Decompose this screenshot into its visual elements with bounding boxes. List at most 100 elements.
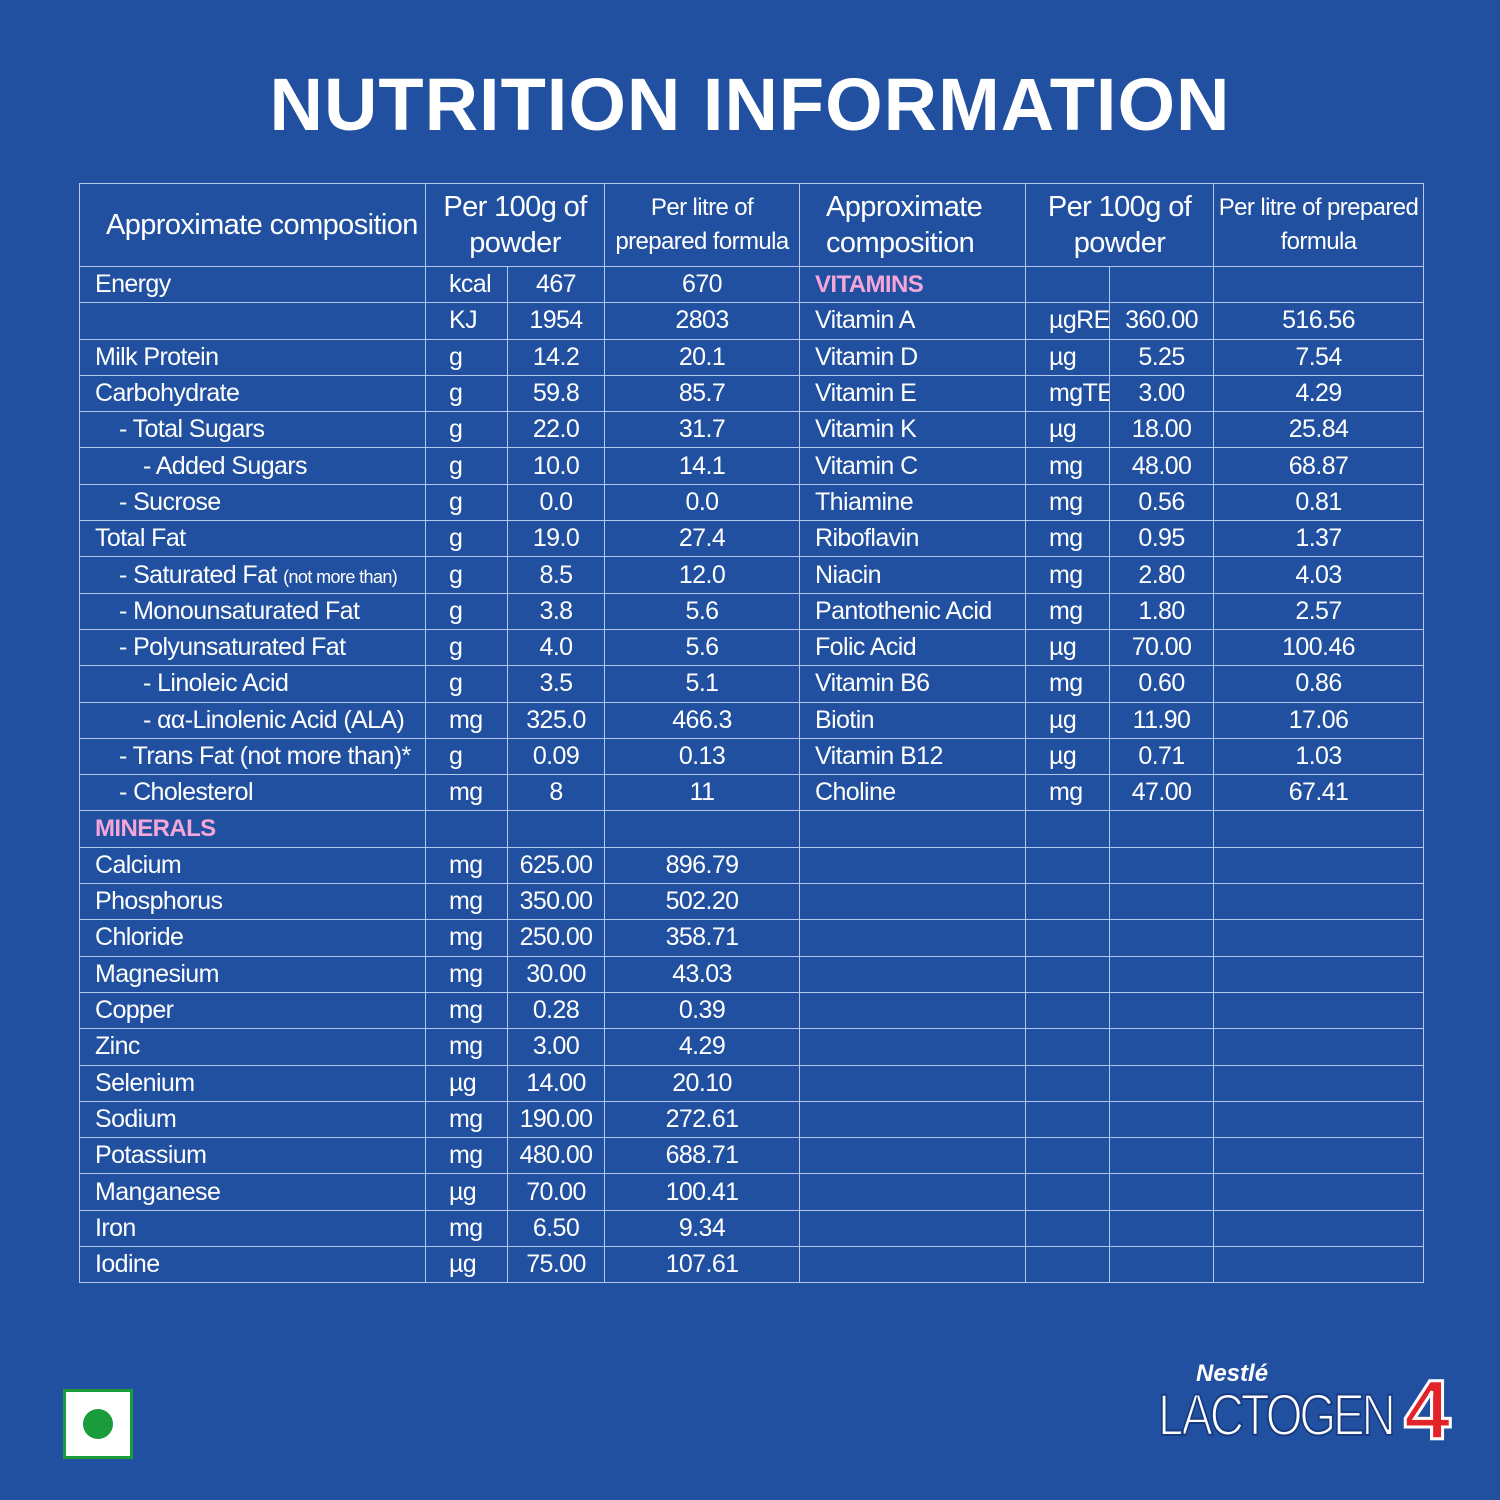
per-litre: 502.20 — [604, 883, 801, 921]
empty-cell — [1213, 1064, 1425, 1102]
nutrient-name: Choline — [799, 774, 1027, 812]
per-100g: 4.0 — [506, 628, 606, 667]
per-litre: 2.57 — [1213, 592, 1425, 630]
unit: g — [425, 520, 508, 558]
unit: µg — [1025, 411, 1111, 449]
per-100g: 59.8 — [506, 374, 606, 413]
empty-cell — [799, 1064, 1027, 1102]
per-100g: 18.00 — [1109, 411, 1215, 449]
per-litre: 1.37 — [1213, 520, 1425, 558]
per-litre: 466.3 — [604, 701, 801, 739]
nutrient-name: Chloride — [79, 919, 426, 957]
nutrient-name: Biotin — [799, 701, 1027, 739]
nutrient-name: Milk Protein — [79, 338, 426, 376]
nutrient-name: - Total Sugars — [79, 411, 426, 449]
per-litre: 107.61 — [604, 1246, 801, 1284]
per-litre: 2803 — [604, 302, 801, 340]
table-row: Selenium µg 14.00 20.10 — [79, 1064, 1425, 1102]
table-row: - Sucrose g 0.0 0.0 Thiamine mg 0.56 0.81 — [79, 483, 1425, 522]
unit: g — [425, 483, 508, 522]
empty-cell — [1213, 991, 1425, 1030]
empty-cell — [1025, 1246, 1111, 1284]
nutrient-name: Selenium — [79, 1064, 426, 1102]
unit: mg — [1025, 774, 1111, 812]
per-litre: 670 — [604, 265, 801, 304]
empty-cell — [1025, 265, 1111, 304]
unit: mg — [425, 883, 508, 921]
per-litre: 7.54 — [1213, 338, 1425, 376]
empty-cell — [1025, 1137, 1111, 1175]
nutrient-name: - Trans Fat (not more than)* — [79, 737, 426, 776]
per-100g: 0.71 — [1109, 737, 1215, 776]
table-row: - Saturated Fat (not more than) g 8.5 12.0 N… — [79, 556, 1425, 594]
unit: mg — [425, 701, 508, 739]
unit: mg — [425, 1028, 508, 1066]
per-100g: 250.00 — [506, 919, 606, 957]
empty-cell — [1109, 991, 1215, 1030]
empty-cell — [1109, 955, 1215, 993]
per-100g: 14.00 — [506, 1064, 606, 1102]
empty-cell — [1213, 919, 1425, 957]
empty-cell — [1109, 846, 1215, 885]
header-cell: Approximate composition — [79, 183, 426, 267]
table-row: - Linoleic Acid g 3.5 5.1 Vitamin B6 mg 0.60 0.… — [79, 665, 1425, 703]
unit: µg — [425, 1246, 508, 1284]
per-100g: 3.00 — [506, 1028, 606, 1066]
unit: mg — [1025, 520, 1111, 558]
per-litre: 358.71 — [604, 919, 801, 957]
per-litre: 0.13 — [604, 737, 801, 776]
per-litre: 0.0 — [604, 483, 801, 522]
nutrient-name: - Linoleic Acid — [79, 665, 426, 703]
empty-cell — [1213, 955, 1425, 993]
empty-cell — [1213, 883, 1425, 921]
empty-cell — [1213, 1100, 1425, 1139]
empty-cell — [1213, 846, 1425, 885]
per-litre: 0.81 — [1213, 483, 1425, 522]
per-100g: 3.5 — [506, 665, 606, 703]
per-100g: 2.80 — [1109, 556, 1215, 594]
nutrient-name: Riboflavin — [799, 520, 1027, 558]
nutrient-name — [79, 302, 426, 340]
empty-cell — [604, 810, 801, 848]
per-litre: 20.1 — [604, 338, 801, 376]
per-litre: 27.4 — [604, 520, 801, 558]
per-100g: 14.2 — [506, 338, 606, 376]
per-litre: 272.61 — [604, 1100, 801, 1139]
per-litre: 896.79 — [604, 846, 801, 885]
empty-cell — [1109, 1028, 1215, 1066]
nutrient-name: Iron — [79, 1209, 426, 1248]
empty-cell — [799, 1173, 1027, 1211]
empty-cell — [506, 810, 606, 848]
nutrient-name: Energy — [79, 265, 426, 304]
unit: g — [425, 411, 508, 449]
nutrient-name: - Monounsaturated Fat — [79, 592, 426, 630]
per-100g: 0.09 — [506, 737, 606, 776]
table-row: Potassium mg 480.00 688.71 — [79, 1137, 1425, 1175]
per-100g: 360.00 — [1109, 302, 1215, 340]
per-litre: 9.34 — [604, 1209, 801, 1248]
nutrient-name: Vitamin B6 — [799, 665, 1027, 703]
brand-stage: 4 — [1403, 1362, 1453, 1459]
unit: g — [425, 556, 508, 594]
per-litre: 43.03 — [604, 955, 801, 993]
empty-cell — [799, 846, 1027, 885]
per-litre: 11 — [604, 774, 801, 812]
veg-mark — [63, 1389, 133, 1459]
per-litre: 516.56 — [1213, 302, 1425, 340]
per-litre: 31.7 — [604, 411, 801, 449]
empty-cell — [1213, 1028, 1425, 1066]
unit: µg — [1025, 737, 1111, 776]
per-100g: 325.0 — [506, 701, 606, 739]
per-100g: 0.60 — [1109, 665, 1215, 703]
empty-cell — [1025, 1064, 1111, 1102]
empty-cell — [1213, 1173, 1425, 1211]
unit: mg — [1025, 665, 1111, 703]
unit: mg — [425, 919, 508, 957]
title: NUTRITION INFORMATION — [269, 63, 1231, 146]
table-body: Energy kcal 467 670 VITAMINS KJ 1954 2803 Vitami… — [79, 265, 1425, 1284]
nutrient-name: - Saturated Fat (not more than) — [79, 556, 426, 594]
unit: mg — [1025, 447, 1111, 485]
